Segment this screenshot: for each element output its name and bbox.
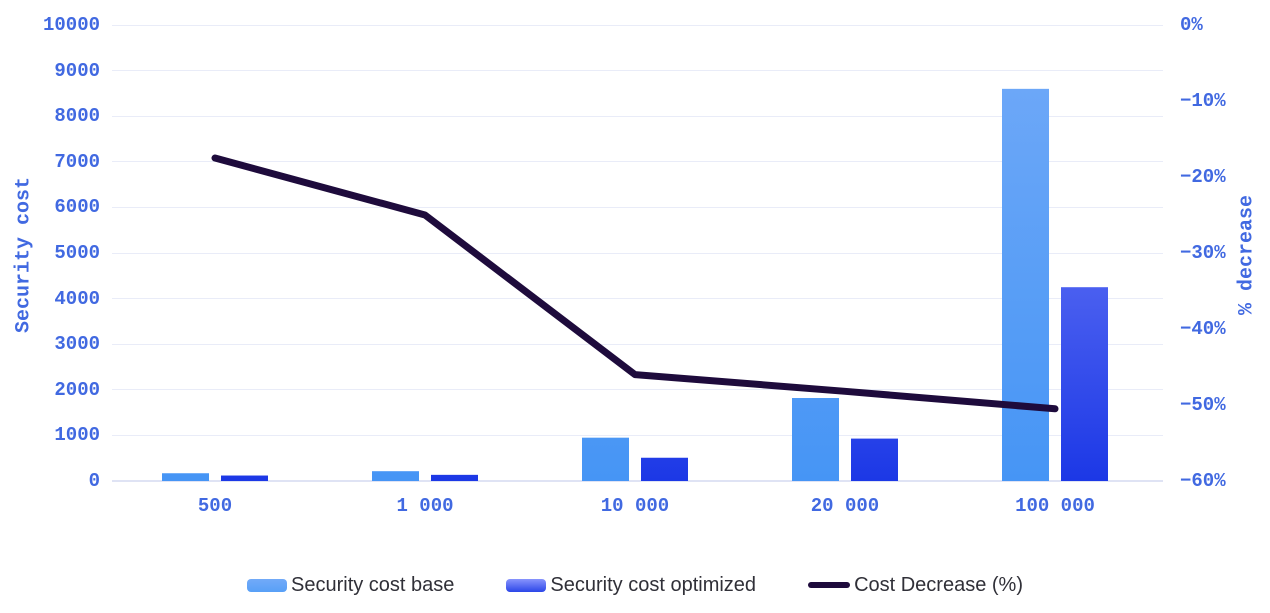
gridline-3000: [112, 343, 1163, 345]
left-tick-0: 0: [88, 470, 100, 492]
left-tick-8000: 8000: [54, 105, 100, 128]
right-tick--10: −10%: [1180, 90, 1226, 112]
left-tick-3000: 3000: [54, 333, 100, 356]
bar-security-cost-base-100-000[interactable]: [1002, 88, 1049, 481]
gridline-7000: [112, 161, 1163, 163]
bar-security-cost-base-20-000[interactable]: [792, 398, 839, 481]
left-tick-5000: 5000: [54, 242, 100, 264]
legend-label: Cost Decrease (%): [854, 573, 1023, 596]
right-tick--30: −30%: [1180, 242, 1226, 264]
legend-item-cost-decrease[interactable]: Cost Decrease (%): [808, 574, 1023, 597]
gridline-5000: [112, 252, 1163, 254]
legend-bar-swatch-icon: [506, 578, 547, 592]
gridline-6000: [112, 206, 1163, 208]
bar-security-cost-optimized-500[interactable]: [221, 475, 268, 481]
gridline-4000: [112, 298, 1163, 300]
right-tick--20: −20%: [1180, 166, 1226, 188]
bar-security-cost-base-500[interactable]: [162, 473, 209, 481]
legend-label: Security cost optimized: [550, 573, 757, 596]
bar-security-cost-optimized-100-000[interactable]: [1061, 287, 1108, 481]
cost-decrease-line[interactable]: [211, 154, 1059, 413]
left-tick-1000: 1000: [54, 424, 100, 447]
left-tick-10000: 10000: [42, 14, 100, 36]
right-tick--40: −40%: [1180, 318, 1226, 340]
gridline-8000: [112, 115, 1163, 117]
x-tick-500: 500: [197, 495, 233, 517]
bar-security-cost-optimized-1-000[interactable]: [431, 474, 478, 481]
left-tick-9000: 9000: [54, 59, 100, 82]
right-tick-0: 0%: [1180, 14, 1203, 36]
left-tick-6000: 6000: [54, 196, 100, 219]
legend: Security cost base Security cost optimize…: [0, 568, 1270, 602]
left-tick-4000: 4000: [54, 287, 100, 310]
x-tick-10-000: 10 000: [600, 495, 670, 517]
bar-security-cost-base-10-000[interactable]: [582, 437, 629, 481]
right-tick--60: −60%: [1180, 470, 1226, 492]
bar-security-cost-optimized-10-000[interactable]: [641, 457, 688, 481]
legend-line-swatch-icon: [808, 582, 851, 588]
x-tick-1-000: 1 000: [396, 495, 454, 517]
legend-item-security-cost-base[interactable]: Security cost base: [247, 574, 454, 597]
legend-label: Security cost base: [291, 573, 455, 596]
legend-bar-swatch-icon: [247, 578, 287, 592]
legend-item-security-cost-optimized[interactable]: Security cost optimized: [506, 574, 756, 597]
x-tick-20-000: 20 000: [810, 495, 880, 517]
gridline-10000: [112, 24, 1163, 26]
bar-security-cost-base-1-000[interactable]: [372, 471, 419, 481]
bar-security-cost-optimized-20-000[interactable]: [851, 438, 898, 481]
right-tick--50: −50%: [1180, 394, 1226, 416]
left-tick-7000: 7000: [54, 150, 100, 173]
gridline-0: [112, 480, 1163, 482]
gridline-1000: [112, 434, 1163, 436]
gridline-2000: [112, 389, 1163, 391]
x-tick-100-000: 100 000: [1015, 495, 1095, 517]
left-tick-2000: 2000: [54, 378, 100, 401]
gridline-9000: [112, 70, 1163, 72]
